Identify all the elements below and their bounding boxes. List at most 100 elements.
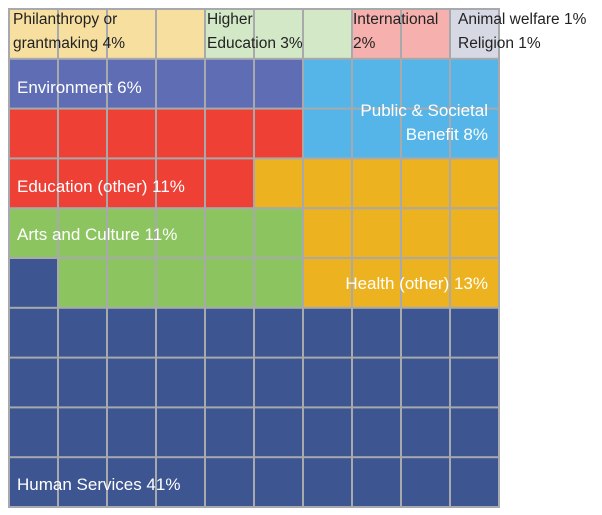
waffle-cell-human-services [402, 408, 449, 457]
waffle-cell-arts-culture [206, 209, 253, 257]
waffle-cell-human-services [59, 458, 106, 506]
waffle-cell-human-services [157, 358, 204, 407]
waffle-cell-human-services [10, 259, 57, 307]
label-arts-culture: Arts and Culture 11% [17, 225, 178, 244]
waffle-cell-health-other [353, 259, 400, 307]
waffle-cell-environment [206, 59, 253, 108]
waffle-cell-public-benefit [353, 59, 400, 108]
waffle-cell-human-services [353, 358, 400, 407]
label-philanthropy-line-2: grantmaking 4% [13, 35, 126, 52]
waffle-cell-public-benefit [402, 109, 449, 158]
label-higher-education: Higher Education 3% [207, 8, 303, 56]
waffle-cell-human-services [304, 458, 351, 506]
waffle-cell-human-services [451, 458, 498, 506]
waffle-cell-education-other [108, 159, 155, 208]
waffle-cell-arts-culture [59, 209, 106, 257]
waffle-cell-public-benefit [402, 59, 449, 108]
waffle-cell-arts-culture [255, 209, 302, 257]
waffle-cell-health-other [451, 259, 498, 307]
waffle-cell-health-other [451, 159, 498, 208]
waffle-cell-human-services [108, 358, 155, 407]
waffle-cell-human-services [206, 458, 253, 506]
waffle-cell-environment [108, 59, 155, 108]
waffle-cell-arts-culture [157, 209, 204, 257]
waffle-cell-human-services [402, 308, 449, 357]
label-animal-welfare: Animal welfare 1% [458, 8, 586, 32]
label-philanthropy: Philanthropy or grantmaking 4% [13, 8, 125, 56]
waffle-cell-human-services [59, 358, 106, 407]
label-public-societal-benefit: Public & Societal Benefit 8% [360, 99, 488, 147]
waffle-cell-higher-ed [206, 10, 253, 58]
waffle-cell-health-other [402, 159, 449, 208]
waffle-cell-health-other [402, 259, 449, 307]
waffle-cell-human-services [255, 408, 302, 457]
waffle-cell-human-services [108, 408, 155, 457]
label-higher-education-line-1: Higher [207, 11, 253, 28]
waffle-cell-education-other [255, 109, 302, 158]
waffle-cell-public-benefit [304, 59, 351, 108]
waffle-cell-health-other [451, 209, 498, 257]
waffle-cell-human-services [157, 308, 204, 357]
waffle-cell-human-services [206, 358, 253, 407]
waffle-cell-education-other [10, 159, 57, 208]
waffle-cell-environment [59, 59, 106, 108]
waffle-cell-philanthropy [157, 10, 204, 58]
waffle-cell-public-benefit [451, 109, 498, 158]
waffle-cell-public-benefit [353, 109, 400, 158]
waffle-cell-human-services [304, 308, 351, 357]
waffle-cell-health-other [255, 159, 302, 208]
waffle-cell-education-other [108, 109, 155, 158]
waffle-cell-arts-culture [206, 259, 253, 307]
label-philanthropy-line-1: Philanthropy or [13, 11, 118, 28]
waffle-cell-education-other [59, 159, 106, 208]
label-international-line-2: 2% [353, 35, 376, 52]
label-public-benefit-line-2: Benefit 8% [405, 125, 488, 144]
waffle-cell-human-services [10, 358, 57, 407]
waffle-cell-health-other [353, 159, 400, 208]
waffle-cell-international [402, 10, 449, 58]
waffle-cell-human-services [206, 308, 253, 357]
waffle-cell-environment [157, 59, 204, 108]
waffle-cell-arts-culture [59, 259, 106, 307]
waffle-cell-public-benefit [451, 59, 498, 108]
waffle-cell-human-services [402, 358, 449, 407]
waffle-cell-animal-welfare [451, 10, 498, 58]
label-education-other: Education (other) 11% [17, 177, 185, 196]
label-animal-welfare-line-1: Animal welfare 1% [458, 11, 587, 28]
waffle-cell-human-services [451, 308, 498, 357]
waffle-cell-human-services [108, 458, 155, 506]
waffle-cell-human-services [255, 308, 302, 357]
waffle-cell-higher-ed [304, 10, 351, 58]
waffle-cell-education-other [206, 159, 253, 208]
waffle-cell-human-services [402, 458, 449, 506]
waffle-cell-education-other [157, 159, 204, 208]
waffle-cell-health-other [353, 209, 400, 257]
waffle-cell-education-other [10, 109, 57, 158]
label-higher-education-line-2: Education 3% [207, 35, 303, 52]
waffle-cell-human-services [353, 308, 400, 357]
waffle-cell-arts-culture [157, 259, 204, 307]
waffle-cell-health-other [304, 259, 351, 307]
waffle-cell-human-services [304, 408, 351, 457]
waffle-cell-human-services [108, 308, 155, 357]
waffle-cell-human-services [255, 358, 302, 407]
waffle-cell-human-services [451, 408, 498, 457]
label-religion-line-1: Religion 1% [458, 35, 541, 52]
label-international-line-1: International [353, 11, 439, 28]
waffle-cell-human-services [157, 458, 204, 506]
waffle-cell-human-services [206, 408, 253, 457]
label-religion: Religion 1% [458, 32, 541, 56]
waffle-cell-human-services [10, 308, 57, 357]
waffle-cell-environment [10, 59, 57, 108]
waffle-cell-human-services [59, 408, 106, 457]
waffle-cell-arts-culture [108, 259, 155, 307]
waffle-cell-human-services [10, 408, 57, 457]
waffle-cell-human-services [304, 358, 351, 407]
waffle-cell-human-services [353, 408, 400, 457]
waffle-cell-education-other [206, 109, 253, 158]
waffle-cell-human-services [59, 308, 106, 357]
waffle-cell-human-services [255, 458, 302, 506]
label-human-services: Human Services 41% [17, 475, 181, 494]
waffle-cell-health-other [304, 209, 351, 257]
